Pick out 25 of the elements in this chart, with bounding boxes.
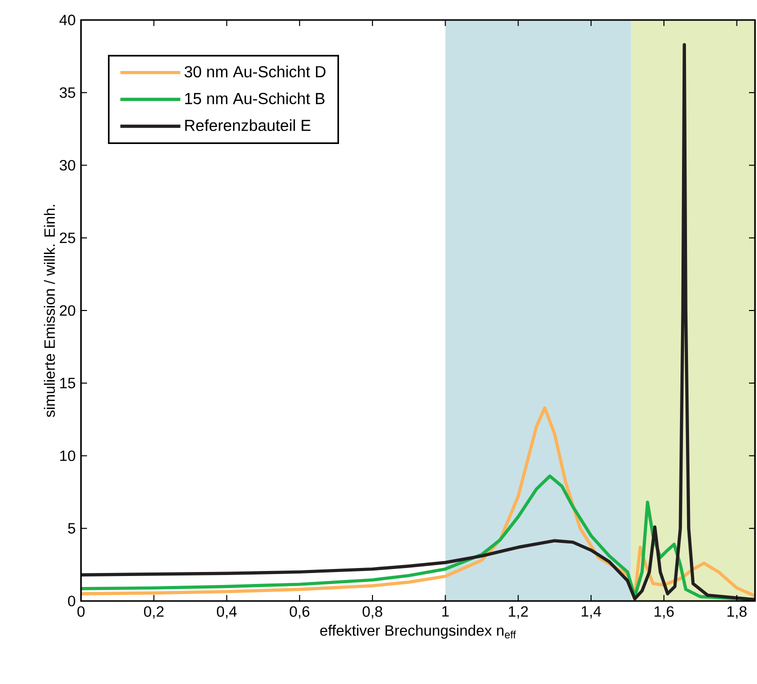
x-axis-title: effektiver Brechungsindex n$_{eff}$ <box>320 624 516 639</box>
x-tick-label: 1,6 <box>654 606 674 619</box>
y-tick-label: 40 <box>59 14 76 26</box>
x-tick-label: 0,2 <box>144 606 164 619</box>
y-tick-label: 35 <box>60 87 76 98</box>
legend-label: Referenzbauteil E <box>185 119 310 132</box>
y-tick-label: 10 <box>60 450 76 462</box>
y-tick-label: 25 <box>60 232 76 244</box>
y-tick-label: 30 <box>60 160 76 171</box>
x-tick-label: 1,2 <box>508 606 528 619</box>
x-tick-label: 0,4 <box>216 606 237 619</box>
x-tick-label: 0 <box>77 606 85 617</box>
x-tick-label: 1,8 <box>728 606 747 619</box>
x-tick-label: 0,8 <box>362 606 382 619</box>
legend-label: 30 nm Au-Schicht D <box>184 66 326 78</box>
x-tick-label: 0,6 <box>290 606 310 619</box>
line-series <box>81 43 756 601</box>
y-tick-label: 0 <box>68 596 76 606</box>
y-tick-label: 15 <box>60 378 76 388</box>
legend-label: 15 nm Au-Schicht B <box>185 92 324 104</box>
y-tick-label: 20 <box>60 305 76 316</box>
x-tick-label: 1 <box>442 606 449 617</box>
y-tick-label: 5 <box>68 523 76 534</box>
x-tick-label: 1,4 <box>582 606 602 618</box>
y-axis-title: simulierte Emission / willk. Einh. <box>44 204 55 418</box>
